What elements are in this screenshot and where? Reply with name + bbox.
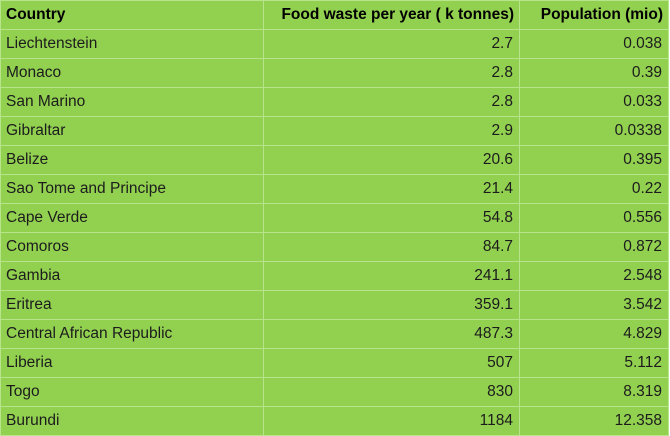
cell-population[interactable]: 0.556	[519, 203, 669, 233]
table-row: Belize 20.6 0.395	[0, 145, 669, 175]
header-row: Country Food waste per year ( k tonnes) …	[0, 0, 669, 30]
cell-food-waste[interactable]: 241.1	[263, 261, 520, 291]
table-row: Central African Republic 487.3 4.829	[0, 319, 669, 349]
cell-country[interactable]: Central African Republic	[0, 319, 264, 349]
cell-food-waste[interactable]: 84.7	[263, 232, 520, 262]
header-population[interactable]: Population (mio)	[519, 0, 669, 30]
table-row: Liberia 507 5.112	[0, 348, 669, 378]
cell-food-waste[interactable]: 1184	[263, 406, 520, 436]
cell-population[interactable]: 0.22	[519, 174, 669, 204]
cell-population[interactable]: 5.112	[519, 348, 669, 378]
cell-food-waste[interactable]: 2.8	[263, 87, 520, 117]
cell-population[interactable]: 0.038	[519, 29, 669, 59]
cell-food-waste[interactable]: 507	[263, 348, 520, 378]
cell-population[interactable]: 2.548	[519, 261, 669, 291]
table-row: Liechtenstein 2.7 0.038	[0, 29, 669, 59]
cell-country[interactable]: Gibraltar	[0, 116, 264, 146]
cell-population[interactable]: 0.395	[519, 145, 669, 175]
header-food-waste[interactable]: Food waste per year ( k tonnes)	[263, 0, 520, 30]
cell-population[interactable]: 0.0338	[519, 116, 669, 146]
table-row: Comoros 84.7 0.872	[0, 232, 669, 262]
table-row: Burundi 1184 12.358	[0, 406, 669, 436]
table-row: Togo 830 8.319	[0, 377, 669, 407]
cell-country[interactable]: Burundi	[0, 406, 264, 436]
cell-country[interactable]: Liberia	[0, 348, 264, 378]
cell-population[interactable]: 0.872	[519, 232, 669, 262]
cell-population[interactable]: 0.033	[519, 87, 669, 117]
table-row: San Marino 2.8 0.033	[0, 87, 669, 117]
cell-country[interactable]: Liechtenstein	[0, 29, 264, 59]
table-row: Eritrea 359.1 3.542	[0, 290, 669, 320]
table-row: Gibraltar 2.9 0.0338	[0, 116, 669, 146]
cell-food-waste[interactable]: 2.7	[263, 29, 520, 59]
cell-population[interactable]: 12.358	[519, 406, 669, 436]
cell-food-waste[interactable]: 830	[263, 377, 520, 407]
cell-food-waste[interactable]: 54.8	[263, 203, 520, 233]
cell-food-waste[interactable]: 359.1	[263, 290, 520, 320]
cell-population[interactable]: 0.39	[519, 58, 669, 88]
cell-population[interactable]: 3.542	[519, 290, 669, 320]
cell-country[interactable]: Eritrea	[0, 290, 264, 320]
cell-country[interactable]: Comoros	[0, 232, 264, 262]
cell-food-waste[interactable]: 2.8	[263, 58, 520, 88]
cell-country[interactable]: Cape Verde	[0, 203, 264, 233]
cell-population[interactable]: 4.829	[519, 319, 669, 349]
cell-country[interactable]: Sao Tome and Principe	[0, 174, 264, 204]
table-row: Gambia 241.1 2.548	[0, 261, 669, 291]
cell-country[interactable]: Gambia	[0, 261, 264, 291]
cell-country[interactable]: Togo	[0, 377, 264, 407]
cell-country[interactable]: Belize	[0, 145, 264, 175]
cell-country[interactable]: San Marino	[0, 87, 264, 117]
table-row: Monaco 2.8 0.39	[0, 58, 669, 88]
table-row: Sao Tome and Principe 21.4 0.22	[0, 174, 669, 204]
table-row: Cape Verde 54.8 0.556	[0, 203, 669, 233]
header-country[interactable]: Country	[0, 0, 264, 30]
cell-food-waste[interactable]: 21.4	[263, 174, 520, 204]
cell-food-waste[interactable]: 2.9	[263, 116, 520, 146]
cell-food-waste[interactable]: 20.6	[263, 145, 520, 175]
cell-country[interactable]: Monaco	[0, 58, 264, 88]
cell-food-waste[interactable]: 487.3	[263, 319, 520, 349]
cell-population[interactable]: 8.319	[519, 377, 669, 407]
